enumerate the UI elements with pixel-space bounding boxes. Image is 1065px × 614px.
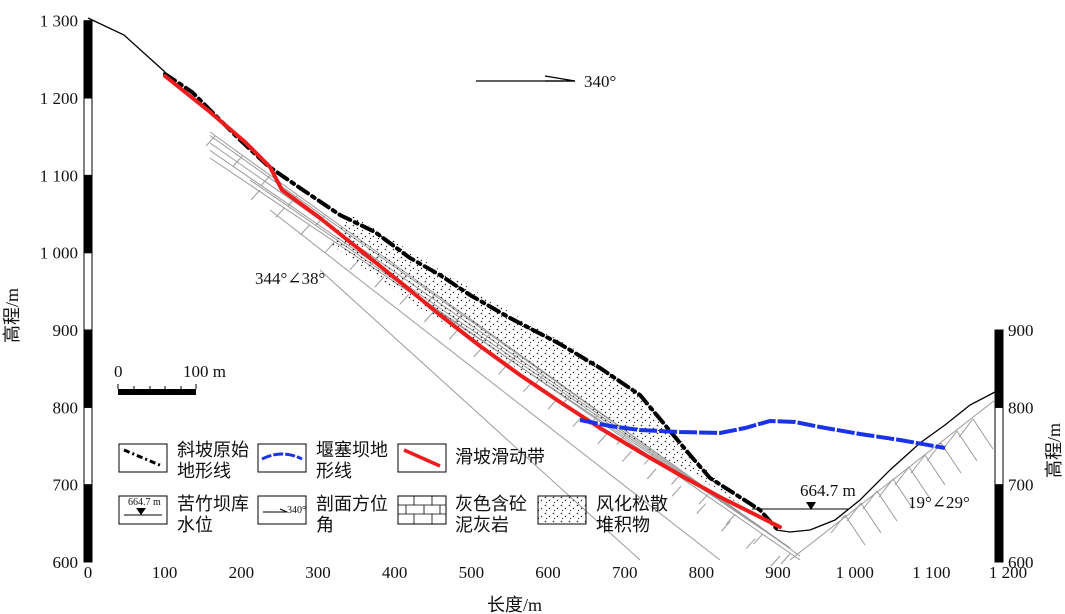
legend-item-sliding-zone: 滑坡滑动带 xyxy=(397,443,545,473)
left-axis-bar-segment xyxy=(83,329,93,408)
bedding-attitude-right: 19°∠29° xyxy=(908,493,970,512)
y-left-tick-label: 800 xyxy=(53,398,79,417)
svg-text:滑坡滑动带: 滑坡滑动带 xyxy=(455,447,545,467)
y-left-tick-label: 1 200 xyxy=(40,89,78,108)
x-tick-label: 800 xyxy=(689,563,715,582)
svg-text:泥灰岩: 泥灰岩 xyxy=(455,515,509,535)
legend-item-limestone: 灰色含砼 泥灰岩 xyxy=(397,494,527,535)
legend-item-deposit: 风化松散 堆积物 xyxy=(537,494,668,535)
x-tick-label: 0 xyxy=(84,563,93,582)
azimuth-label: 340° xyxy=(584,72,616,91)
svg-text:风化松散: 风化松散 xyxy=(596,494,668,514)
bedding-attitude-left: 344°∠38° xyxy=(255,269,325,288)
x-tick-label: 1 100 xyxy=(912,563,950,582)
y-right-axis-tick-labels: 600 700 800 900 xyxy=(1008,321,1034,572)
legend-item-slope-original-terrain: 斜坡原始 地形线 xyxy=(118,440,249,481)
y-right-tick-label: 700 xyxy=(1008,476,1034,495)
y-left-tick-label: 700 xyxy=(53,476,79,495)
legend-item-section-azimuth: 340° 剖面方位 角 xyxy=(257,494,388,535)
x-tick-label: 200 xyxy=(229,563,255,582)
left-axis-bar-segment xyxy=(83,20,93,99)
right-axis-bar-segment xyxy=(994,484,1004,563)
dam-terrain-line xyxy=(579,418,946,450)
sliding-zone-line xyxy=(163,74,782,529)
x-tick-label: 1 200 xyxy=(989,563,1027,582)
svg-text:堰塞坝地: 堰塞坝地 xyxy=(316,440,388,460)
y-left-tick-label: 1 000 xyxy=(40,244,78,263)
svg-text:剖面方位: 剖面方位 xyxy=(316,494,388,514)
svg-text:地形线: 地形线 xyxy=(177,461,231,481)
y-right-axis-title: 高程/m xyxy=(1044,423,1064,478)
x-axis-tick-labels: 0 100 200 300 400 500 600 700 800 900 1 000 1 100 1 … xyxy=(84,563,1027,582)
x-tick-label: 300 xyxy=(305,563,331,582)
left-axis-bar-segment xyxy=(83,484,93,563)
x-tick-label: 900 xyxy=(765,563,791,582)
y-left-tick-label: 900 xyxy=(53,321,79,340)
svg-text:角: 角 xyxy=(316,515,334,535)
svg-text:水位: 水位 xyxy=(177,515,213,535)
right-axis-bar-segment xyxy=(994,406,1004,486)
svg-text:形线: 形线 xyxy=(316,461,352,481)
svg-text:664.7 m: 664.7 m xyxy=(128,497,161,508)
x-tick-label: 100 xyxy=(152,563,178,582)
right-axis-bar-segment xyxy=(994,329,1004,408)
left-axis-bar-segment xyxy=(83,406,93,486)
scale-bar-end: 100 m xyxy=(183,362,226,381)
ground-surface-line xyxy=(87,17,996,533)
y-left-tick-label: 1 300 xyxy=(40,12,78,31)
x-tick-label: 600 xyxy=(535,563,561,582)
svg-text:堆积物: 堆积物 xyxy=(596,515,650,535)
x-tick-label: 400 xyxy=(382,563,408,582)
svg-text:斜坡原始: 斜坡原始 xyxy=(177,440,249,460)
x-tick-label: 1 000 xyxy=(836,563,874,582)
reservoir-water-level: 664.7 m xyxy=(752,481,856,510)
scale-bar: 0 100 m xyxy=(114,362,226,395)
y-left-axis-title: 高程/m xyxy=(2,288,22,343)
scale-bar-start: 0 xyxy=(114,362,123,381)
svg-text:苦竹坝库: 苦竹坝库 xyxy=(177,494,249,514)
reservoir-level-label: 664.7 m xyxy=(800,481,856,500)
svg-text:灰色含砼: 灰色含砼 xyxy=(455,494,527,514)
svg-text:340°: 340° xyxy=(287,505,306,516)
y-left-tick-label: 600 xyxy=(53,553,79,572)
section-azimuth-arrow: 340° xyxy=(476,72,616,91)
y-right-tick-label: 800 xyxy=(1008,398,1034,417)
legend-item-dam-terrain: 堰塞坝地 形线 xyxy=(257,440,388,481)
left-axis-bar-segment xyxy=(83,97,93,176)
y-left-axis-tick-labels: 600 700 800 900 1 000 1 100 1 200 1 300 xyxy=(40,12,78,572)
left-axis-bar-segment xyxy=(83,174,93,254)
left-axis-bar-segment xyxy=(83,252,93,331)
y-left-tick-label: 1 100 xyxy=(40,166,78,185)
legend: 斜坡原始 地形线 堰塞坝地 形线 滑坡滑动带 664.7 m 苦竹坝库 水位 xyxy=(118,440,668,535)
weathered-deposit-area xyxy=(330,213,765,522)
x-tick-label: 500 xyxy=(459,563,485,582)
x-axis-title: 长度/m xyxy=(487,595,542,614)
y-right-tick-label: 600 xyxy=(1008,553,1034,572)
legend-item-reservoir-level: 664.7 m 苦竹坝库 水位 xyxy=(118,494,249,535)
y-right-tick-label: 900 xyxy=(1008,321,1034,340)
left-elevation-axis-bar xyxy=(83,20,93,563)
right-elevation-axis-bar xyxy=(994,329,1004,563)
x-tick-label: 700 xyxy=(612,563,638,582)
